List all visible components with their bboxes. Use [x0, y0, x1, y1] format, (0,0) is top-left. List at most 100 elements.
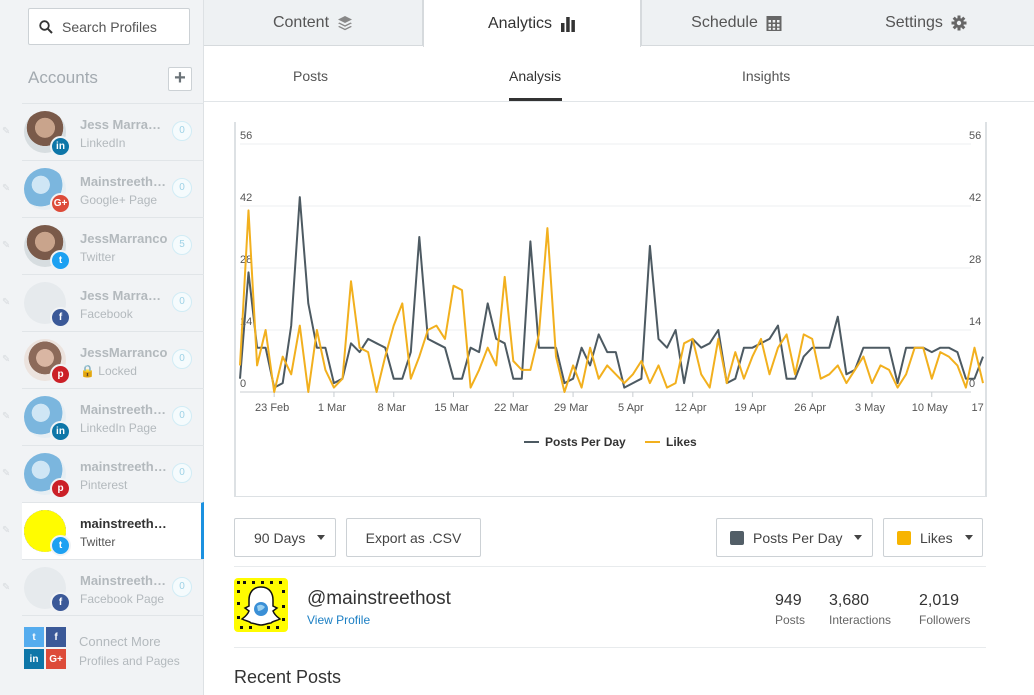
network-badge-icon: t	[50, 250, 71, 271]
network-badge-icon: p	[50, 478, 71, 499]
y-tick-label-right: 14	[969, 316, 981, 328]
profile-summary: @mainstreethost View Profile 949 Posts 3…	[234, 566, 986, 648]
edit-icon[interactable]: ✎	[2, 411, 11, 422]
active-subtab-indicator	[509, 98, 562, 101]
accounts-title: Accounts	[28, 68, 98, 87]
profile-type: Twitter	[80, 250, 116, 264]
profile-name: Mainstreethost	[80, 174, 168, 189]
queue-count-badge: 0	[172, 349, 192, 369]
chart-panel: 0 0 14 14 28 28 42 42 56 56 23 Feb 1 Mar 8 Mar 15 Mar…	[234, 122, 987, 497]
date-range-dropdown[interactable]: 90 Days	[234, 518, 336, 557]
stat-posts: 949 Posts	[775, 592, 805, 627]
stat-interactions-label: Interactions	[829, 613, 892, 627]
sidebar-profile[interactable]: ✎ G+ Mainstreethost Google+ Page 0	[2, 160, 204, 217]
queue-count-badge: 0	[172, 406, 192, 426]
series-line-posts-per-day	[239, 196, 984, 389]
recent-posts-heading: Recent Posts	[234, 667, 342, 687]
y-tick-label-right: 0	[969, 378, 975, 390]
sidebar-profile[interactable]: ✎ f Jess Marrancino Facebook 0	[2, 274, 204, 331]
calendar-icon	[766, 15, 782, 31]
gear-icon	[951, 15, 967, 31]
queue-count-badge: 0	[172, 577, 192, 597]
edit-icon[interactable]: ✎	[2, 297, 11, 308]
tab-analytics[interactable]: Analytics	[423, 0, 641, 47]
sidebar-profile[interactable]: ✎ f Mainstreethost Facebook Page 0	[2, 559, 204, 616]
subtab-analysis[interactable]: Analysis	[509, 68, 562, 84]
sidebar-profile[interactable]: ✎ p mainstreethost Pinterest 0	[2, 445, 204, 502]
network-badge-icon: in	[50, 421, 71, 442]
metric-dropdown-primary[interactable]: Posts Per Day	[716, 518, 873, 557]
edit-icon[interactable]: ✎	[2, 183, 11, 194]
queue-count-badge: 0	[172, 121, 192, 141]
x-tick-label: 3 May	[855, 402, 885, 414]
export-csv-button[interactable]: Export as .CSV	[346, 518, 481, 557]
profile-name: Jess Marrancino	[80, 288, 168, 303]
profile-name: Mainstreethost	[80, 402, 168, 417]
metric-primary-label: Posts Per Day	[753, 529, 843, 546]
tab-schedule[interactable]: Schedule	[641, 0, 831, 46]
accounts-header: Accounts +	[28, 67, 192, 91]
x-tick-label: 10 May	[912, 402, 949, 414]
date-range-label: 90 Days	[254, 529, 306, 546]
sidebar: Accounts + ✎ in Jess Marrancino LinkedIn 0 ✎ G…	[0, 0, 204, 695]
y-tick-label: 42	[240, 192, 252, 204]
search-icon	[39, 19, 53, 34]
edit-icon[interactable]: ✎	[2, 354, 11, 365]
sidebar-profile[interactable]: ✎ p JessMarranco 🔒 Locked 0	[2, 331, 204, 388]
sidebar-profile[interactable]: ✎ t JessMarranco Twitter 5	[2, 217, 204, 274]
profile-name: mainstreethost	[80, 516, 168, 531]
x-tick-label: 1 Mar	[318, 402, 346, 414]
profile-name: mainstreethost	[80, 459, 168, 474]
network-badge-icon: p	[50, 364, 71, 385]
profile-type: Facebook Page	[80, 592, 165, 606]
layers-icon	[337, 15, 353, 31]
view-profile-link[interactable]: View Profile	[307, 613, 371, 627]
sidebar-profile[interactable]: ✎ in Mainstreethost LinkedIn Page 0	[2, 388, 204, 445]
metric-dropdown-secondary[interactable]: Likes	[883, 518, 983, 557]
tab-analytics-label: Analytics	[487, 14, 553, 32]
sidebar-profile[interactable]: ✎ t mainstreethost Twitter	[2, 502, 204, 559]
subtab-insights[interactable]: Insights	[742, 68, 791, 84]
profile-name: Jess Marrancino	[80, 117, 168, 132]
tab-settings[interactable]: Settings	[831, 0, 1021, 46]
edit-icon[interactable]: ✎	[2, 468, 11, 479]
profile-type: Google+ Page	[80, 193, 158, 207]
tab-content-label: Content	[272, 14, 330, 31]
add-account-button[interactable]: +	[168, 67, 192, 91]
search-box[interactable]	[28, 8, 190, 45]
edit-icon[interactable]: ✎	[2, 126, 11, 137]
queue-count-badge: 0	[172, 292, 192, 312]
profile-name: Mainstreethost	[80, 573, 168, 588]
profile-type: Pinterest	[80, 478, 128, 492]
stat-interactions: 3,680 Interactions	[829, 592, 891, 627]
edit-icon[interactable]: ✎	[2, 582, 11, 593]
stat-posts-value: 949	[775, 592, 802, 609]
tab-content[interactable]: Content	[204, 0, 423, 46]
y-tick-label: 0	[240, 378, 246, 390]
subtab-posts[interactable]: Posts	[293, 68, 329, 84]
stat-followers-value: 2,019	[919, 592, 960, 609]
sidebar-profile[interactable]: ✎ in Jess Marrancino LinkedIn 0	[2, 103, 204, 160]
network-badge-icon: f	[50, 307, 71, 328]
x-tick-label: 5 Apr	[618, 402, 644, 414]
edit-icon[interactable]: ✎	[2, 525, 11, 536]
profile-list: ✎ in Jess Marrancino LinkedIn 0 ✎ G+ Mainstreet…	[2, 103, 204, 616]
main-tabs: Content Analytics Schedule Settings	[204, 0, 1034, 47]
network-badge-icon: f	[50, 592, 71, 613]
search-input[interactable]	[62, 18, 182, 35]
edit-icon[interactable]: ✎	[2, 240, 11, 251]
y-tick-label: 56	[240, 130, 252, 142]
connect-more-button[interactable]: t f in G+ Connect More Profiles and Page…	[22, 617, 204, 677]
x-tick-label: 15 Mar	[434, 402, 469, 414]
tab-schedule-label: Schedule	[691, 14, 758, 31]
profile-name: JessMarranco	[80, 231, 168, 246]
x-tick-label: 17 May	[972, 402, 987, 414]
legend-label: Likes	[666, 435, 697, 449]
series-line-likes	[239, 209, 984, 393]
queue-count-badge: 0	[172, 463, 192, 483]
network-badge-icon: t	[50, 535, 71, 556]
stat-followers-label: Followers	[919, 613, 971, 627]
social-networks-icon: t f in G+	[24, 627, 66, 669]
y-tick-label-right: 56	[969, 130, 981, 142]
